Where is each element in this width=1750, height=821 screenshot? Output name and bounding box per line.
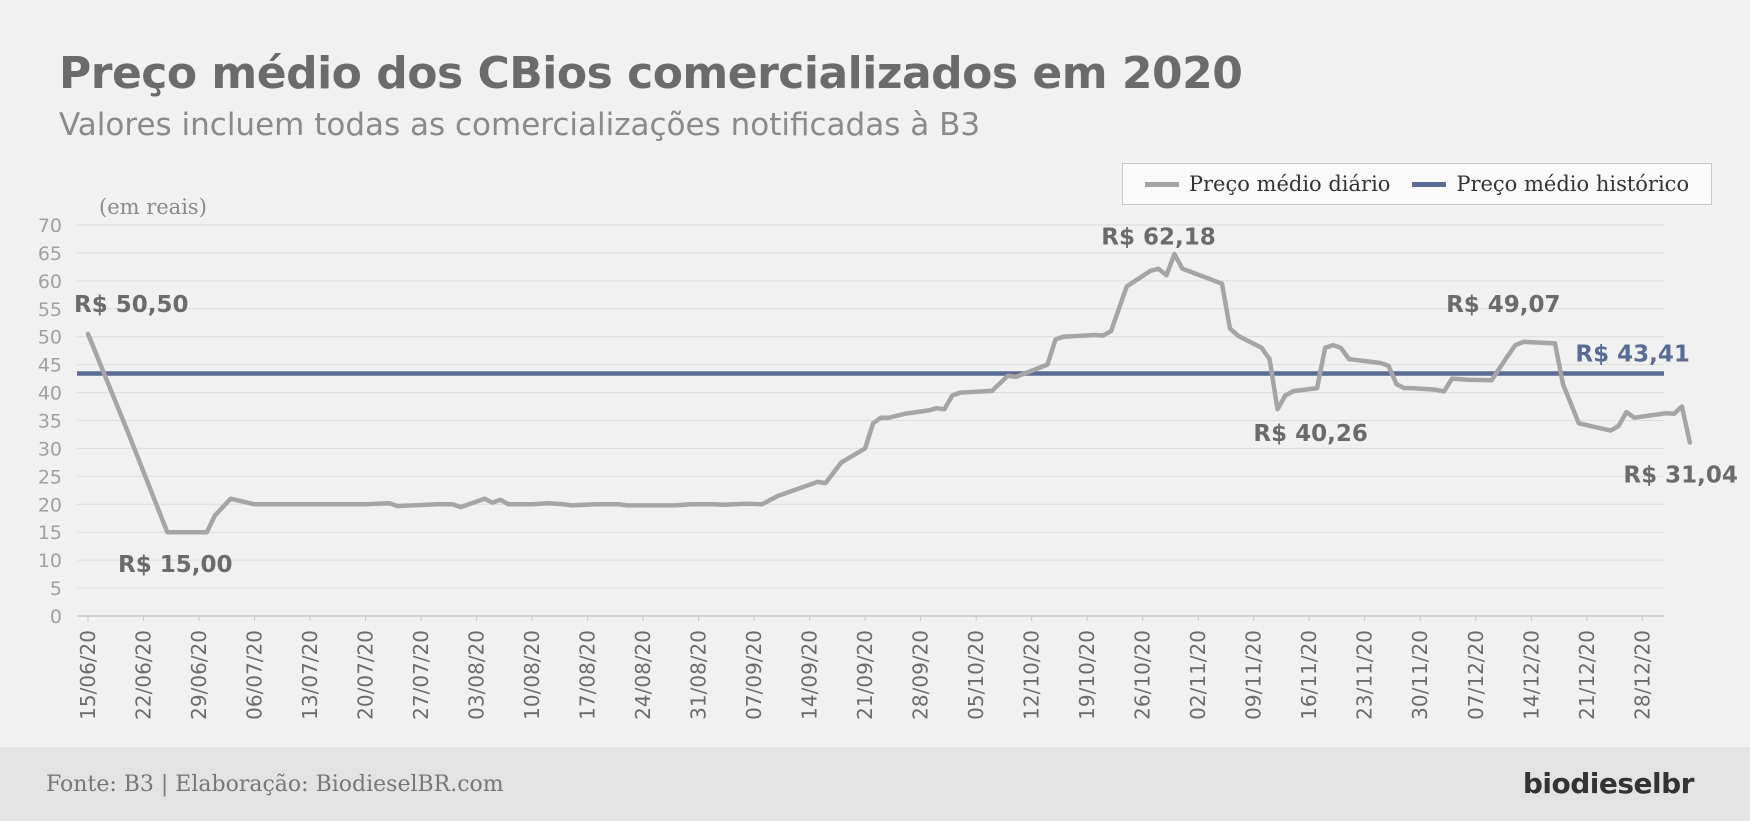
x-tick-label: 23/11/20 bbox=[1353, 630, 1377, 720]
x-tick-label: 17/08/20 bbox=[576, 630, 600, 720]
x-tick-label: 24/08/20 bbox=[631, 630, 655, 720]
y-tick-label: 65 bbox=[38, 243, 62, 265]
x-tick-label: 28/09/20 bbox=[909, 630, 933, 720]
chart-title: Preço médio dos CBios comercializados em… bbox=[59, 48, 1243, 99]
x-tick-label: 30/11/20 bbox=[1408, 630, 1432, 720]
x-tick-label: 15/06/20 bbox=[76, 630, 100, 720]
x-tick-label: 06/07/20 bbox=[243, 630, 267, 720]
legend-label-daily: Preço médio diário bbox=[1188, 172, 1391, 196]
chart-legend: Preço médio diário Preço médio histórico bbox=[1122, 163, 1712, 205]
x-tick-label: 10/08/20 bbox=[520, 630, 544, 720]
x-tick-label: 14/09/20 bbox=[798, 630, 822, 720]
x-tick-label: 29/06/20 bbox=[187, 630, 211, 720]
x-tick-label: 20/07/20 bbox=[354, 630, 378, 720]
footer: Fonte: B3 | Elaboração: BiodieselBR.com … bbox=[0, 747, 1750, 821]
footer-source: Fonte: B3 | Elaboração: BiodieselBR.com bbox=[46, 772, 504, 797]
y-tick-label: 55 bbox=[38, 299, 62, 321]
chart-subtitle: Valores incluem todas as comercializaçõe… bbox=[59, 107, 981, 143]
y-tick-label: 50 bbox=[38, 327, 62, 349]
y-tick-label: 40 bbox=[38, 383, 62, 405]
y-tick-label: 10 bbox=[38, 550, 62, 572]
x-tick-label: 28/12/20 bbox=[1630, 630, 1654, 720]
x-tick-label: 13/07/20 bbox=[298, 630, 322, 720]
line-chart: (em reais) 0 5 10 15 20 25 30 35 40 45 50 55 60 65 70 15… bbox=[38, 195, 1738, 720]
y-tick-label: 45 bbox=[38, 355, 62, 377]
x-tick-label: 21/09/20 bbox=[853, 630, 877, 720]
y-tick-label: 30 bbox=[38, 438, 62, 460]
data-label: R$ 31,04 bbox=[1623, 463, 1737, 489]
x-tick-label: 16/11/20 bbox=[1297, 630, 1321, 720]
daily-price-line bbox=[85, 251, 1693, 535]
x-tick-label: 07/12/20 bbox=[1464, 630, 1488, 720]
y-tick-label: 35 bbox=[38, 411, 62, 433]
x-tick-label: 03/08/20 bbox=[465, 630, 489, 720]
legend-label-historic: Preço médio histórico bbox=[1456, 172, 1690, 196]
y-tick-label: 5 bbox=[50, 578, 62, 600]
data-label: R$ 62,18 bbox=[1101, 225, 1215, 251]
x-tick-label: 19/10/20 bbox=[1075, 630, 1099, 720]
y-unit-label: (em reais) bbox=[99, 195, 207, 219]
x-tick-label: 22/06/20 bbox=[132, 630, 156, 720]
y-tick-label: 25 bbox=[38, 466, 62, 488]
legend-swatch-historic bbox=[1412, 181, 1447, 187]
x-tick-label: 09/11/20 bbox=[1242, 630, 1266, 720]
x-tick-label: 05/10/20 bbox=[964, 630, 988, 720]
data-label: R$ 50,50 bbox=[74, 292, 188, 318]
y-tick-label: 60 bbox=[38, 271, 62, 293]
data-label: R$ 40,26 bbox=[1253, 421, 1367, 447]
legend-item-historic: Preço médio histórico bbox=[1412, 172, 1689, 196]
y-tick-label: 70 bbox=[38, 215, 62, 237]
x-tick-label: 27/07/20 bbox=[409, 630, 433, 720]
y-tick-label: 15 bbox=[38, 522, 62, 544]
legend-item-daily: Preço médio diário bbox=[1144, 172, 1391, 196]
x-tick-label: 26/10/20 bbox=[1131, 630, 1155, 720]
data-label: R$ 15,00 bbox=[118, 552, 232, 578]
legend-swatch-daily bbox=[1144, 181, 1179, 187]
x-tick-label: 31/08/20 bbox=[687, 630, 711, 720]
x-tick-label: 21/12/20 bbox=[1575, 630, 1599, 720]
data-label: R$ 43,41 bbox=[1575, 342, 1689, 368]
x-tick-label: 14/12/20 bbox=[1519, 630, 1543, 720]
x-tick-label: 02/11/20 bbox=[1186, 630, 1210, 720]
data-label: R$ 49,07 bbox=[1446, 292, 1560, 318]
y-tick-label: 20 bbox=[38, 494, 62, 516]
x-tick-label: 07/09/20 bbox=[742, 630, 766, 720]
brand-logo: biodieselbr bbox=[1522, 767, 1695, 800]
x-tick-label: 12/10/20 bbox=[1020, 630, 1044, 720]
y-tick-label: 0 bbox=[50, 606, 62, 628]
